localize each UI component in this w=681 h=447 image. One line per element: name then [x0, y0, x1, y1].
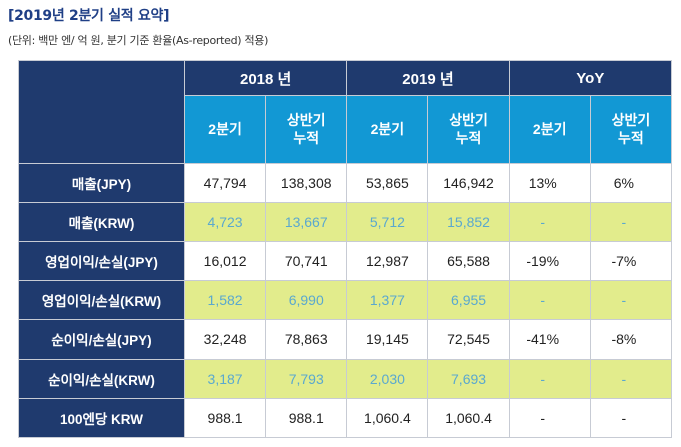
table-row: 100엔당 KRW 988.1 988.1 1,060.4 1,060.4 - … [18, 397, 673, 439]
table-cell: 19,145 [346, 319, 429, 360]
row-label: 영업이익/손실(KRW) [18, 280, 185, 321]
table-row: 순이익/손실(JPY) 32,248 78,863 19,145 72,545 … [18, 319, 673, 360]
corner-cell [18, 60, 185, 164]
table-cell: 13% [508, 162, 591, 203]
table-cell: - [589, 397, 673, 439]
period-header-2018-h1: 상반기 누적 [265, 95, 348, 164]
table-row: 영업이익/손실(KRW) 1,582 6,990 1,377 6,955 - - [18, 280, 673, 321]
table-cell: - [589, 201, 673, 242]
table-cell: 65,588 [427, 240, 510, 282]
table-cell: 146,942 [427, 162, 510, 203]
table-cell: 5,712 [346, 201, 429, 242]
table-cell: 15,852 [427, 201, 510, 242]
table-cell: 7,793 [265, 358, 348, 399]
unit-note: (단위: 백만 엔/ 억 원, 분기 기준 환율(As-reported) 적용… [8, 34, 269, 47]
table-cell: 53,865 [346, 162, 429, 203]
table-cell: 1,377 [346, 280, 429, 321]
table-cell: 78,863 [265, 319, 348, 360]
row-label: 순이익/손실(KRW) [18, 358, 185, 399]
year-header-2018: 2018 년 [183, 59, 348, 97]
table-cell: 32,248 [183, 319, 267, 360]
table-cell: - [508, 201, 591, 242]
table-cell: 1,582 [183, 280, 267, 321]
row-label: 매출(JPY) [18, 162, 185, 203]
table-row: 매출(KRW) 4,723 13,667 5,712 15,852 - - [18, 201, 673, 242]
table-cell: 6% [589, 162, 673, 203]
page-title: [2019년 2분기 실적 요약] [8, 8, 170, 24]
table-cell: 3,187 [183, 358, 267, 399]
table-cell: - [589, 280, 673, 321]
table-cell: 138,308 [265, 162, 348, 203]
table-cell: 7,693 [427, 358, 510, 399]
earnings-summary-table: 2018 년 2019 년 YoY 2분기 상반기 누적 2분기 상반기 누적 … [18, 59, 673, 439]
row-label: 매출(KRW) [18, 201, 185, 242]
table-cell: -8% [589, 319, 673, 360]
year-header-row: 2018 년 2019 년 YoY [18, 59, 673, 164]
row-label: 100엔당 KRW [18, 397, 185, 439]
period-header-2019-h1: 상반기 누적 [427, 95, 510, 164]
period-header-row: 2분기 상반기 누적 2분기 상반기 누적 2분기 상반기 누적 [19, 95, 673, 164]
period-header-2018-q2: 2분기 [183, 95, 267, 164]
table-cell: - [589, 358, 673, 399]
table-cell: 1,060.4 [346, 397, 429, 439]
row-label: 영업이익/손실(JPY) [18, 240, 185, 282]
year-header-2019: 2019 년 [346, 59, 510, 97]
table-cell: -19% [508, 240, 591, 282]
year-header-yoy: YoY [508, 59, 673, 97]
table-cell: 988.1 [183, 397, 267, 439]
table-row: 순이익/손실(KRW) 3,187 7,793 2,030 7,693 - - [18, 358, 673, 399]
table-row: 영업이익/손실(JPY) 16,012 70,741 12,987 65,588… [18, 240, 673, 282]
row-label: 순이익/손실(JPY) [18, 319, 185, 360]
table-cell: 70,741 [265, 240, 348, 282]
table-cell: 6,990 [265, 280, 348, 321]
table-cell: -7% [589, 240, 673, 282]
table-cell: 988.1 [265, 397, 348, 439]
table-cell: 2,030 [346, 358, 429, 399]
table-cell: 13,667 [265, 201, 348, 242]
table-cell: 1,060.4 [427, 397, 510, 439]
table-cell: 6,955 [427, 280, 510, 321]
table-cell: 16,012 [183, 240, 267, 282]
table-cell: 72,545 [427, 319, 510, 360]
table-cell: 47,794 [183, 162, 267, 203]
table-cell: - [508, 358, 591, 399]
period-header-yoy-h1: 상반기 누적 [589, 95, 673, 164]
table-cell: -41% [508, 319, 591, 360]
table-cell: 12,987 [346, 240, 429, 282]
period-header-2019-q2: 2분기 [346, 95, 429, 164]
table-row: 매출(JPY) 47,794 138,308 53,865 146,942 13… [18, 162, 673, 203]
table-cell: 4,723 [183, 201, 267, 242]
period-header-yoy-q2: 2분기 [508, 95, 591, 164]
table-cell: - [508, 280, 591, 321]
table-cell: - [508, 397, 591, 439]
